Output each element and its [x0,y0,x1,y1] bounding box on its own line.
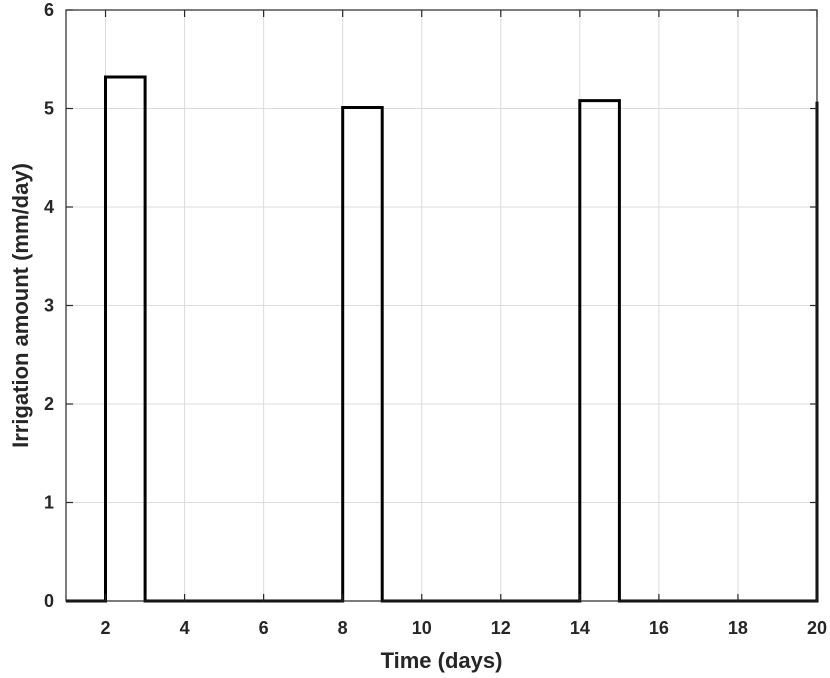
x-tick-label: 10 [412,618,432,638]
x-axis-label: Time (days) [381,648,503,673]
x-tick-label: 4 [180,618,190,638]
y-tick-label: 2 [44,394,54,414]
y-axis-label: Irrigation amount (mm/day) [8,163,33,448]
x-tick-label: 12 [491,618,511,638]
y-tick-label: 1 [44,493,54,513]
grid [66,9,818,602]
x-tick-label: 18 [728,618,748,638]
y-tick-label: 3 [44,296,54,316]
x-axis: 2 4 6 8 10 12 14 16 18 20 [101,10,827,638]
x-tick-label: 20 [807,618,827,638]
series-group [66,75,819,603]
x-tick-label: 14 [570,618,590,638]
y-tick-label: 6 [44,0,54,20]
x-tick-label: 2 [101,618,111,638]
y-tick-label: 4 [44,197,54,217]
x-tick-label: 16 [649,618,669,638]
x-tick-label: 8 [338,618,348,638]
irrigation-series-line [66,75,819,603]
x-tick-label: 6 [259,618,269,638]
y-tick-label: 5 [44,99,54,119]
y-tick-label: 0 [44,591,54,611]
y-axis: 0 1 2 3 4 5 6 [44,0,817,611]
